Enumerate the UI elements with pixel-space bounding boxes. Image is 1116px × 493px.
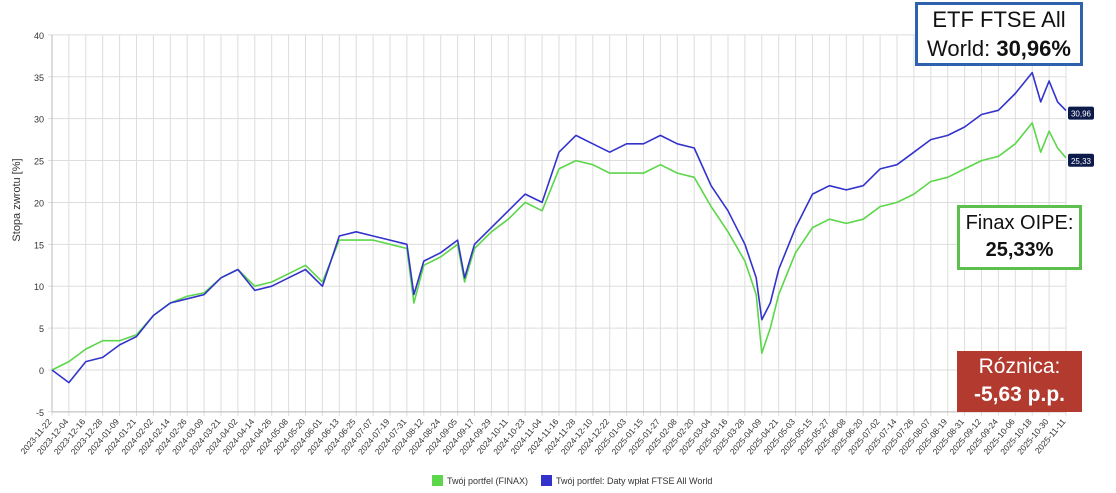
y-tick-label: 35 [34, 73, 44, 83]
legend-item-ftse[interactable]: Twój portfel: Daty wpłat FTSE All World [541, 475, 712, 486]
y-tick-label: 0 [39, 366, 44, 376]
y-tick-label: 25 [34, 157, 44, 167]
end-label-badge [1068, 153, 1094, 167]
difference-value: -5,63 p.p. [973, 383, 1066, 406]
y-tick-label: 20 [34, 198, 44, 208]
y-axis-label: Stopa zwrotu [%] [11, 158, 23, 241]
finax-value: 25,33% [985, 239, 1054, 261]
y-tick-label: 10 [34, 282, 44, 292]
y-tick-label: 40 [34, 31, 44, 41]
series-lines [51, 71, 1067, 384]
legend-item-finax[interactable]: Twój portfel (FINAX) [432, 475, 528, 486]
y-axis: -5 0 5 10 15 20 25 30 35 40 [34, 31, 44, 418]
legend-swatch-green [432, 475, 443, 486]
series-line-1 [51, 71, 1067, 384]
grid [48, 34, 1067, 416]
end-labels: 25,33 30,96 [1068, 106, 1094, 167]
difference-annotation-box: Róznica: -5,63 p.p. [957, 351, 1082, 412]
y-tick-label: 30 [34, 115, 44, 125]
difference-label: Róznica: [978, 355, 1061, 378]
y-tick-label: 15 [34, 240, 44, 250]
y-tick-label: -5 [36, 408, 44, 418]
y-tick-label: 5 [39, 324, 44, 334]
legend-label: Twój portfel: Daty wpłat FTSE All World [556, 475, 713, 486]
finax-label: Finax OIPE: [965, 212, 1074, 234]
finax-annotation-box: Finax OIPE: 25,33% [957, 205, 1082, 270]
x-axis: 2023-11-222023-12-042023-12-162023-12-28… [18, 417, 1067, 457]
legend-swatch-blue [541, 475, 552, 486]
end-label-value: 25,33 [1071, 157, 1092, 166]
etf-value: 30,96% [996, 36, 1071, 61]
etf-label: ETF FTSE All World: [927, 7, 1066, 61]
legend-label: Twój portfel (FINAX) [447, 475, 529, 486]
end-label-badge [1068, 106, 1094, 120]
end-label-value: 30,96 [1071, 110, 1092, 119]
etf-annotation-box: ETF FTSE All World: 30,96% [915, 2, 1083, 66]
